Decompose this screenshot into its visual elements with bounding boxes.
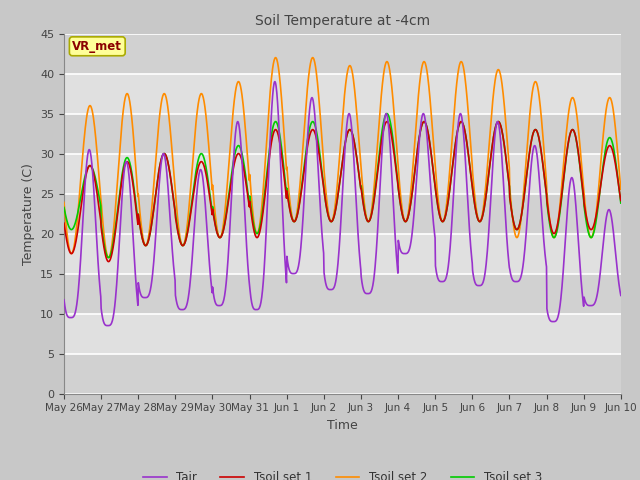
Bar	[64, 34, 621, 73]
Y-axis label: Temperature (C): Temperature (C)	[22, 163, 35, 264]
X-axis label: Time: Time	[327, 419, 358, 432]
Bar	[64, 114, 621, 154]
Legend: Tair, Tsoil set 1, Tsoil set 2, Tsoil set 3: Tair, Tsoil set 1, Tsoil set 2, Tsoil se…	[138, 466, 547, 480]
Bar	[64, 274, 621, 313]
Text: VR_met: VR_met	[72, 40, 122, 53]
Bar	[64, 354, 621, 394]
Bar	[64, 193, 621, 234]
Title: Soil Temperature at -4cm: Soil Temperature at -4cm	[255, 14, 430, 28]
